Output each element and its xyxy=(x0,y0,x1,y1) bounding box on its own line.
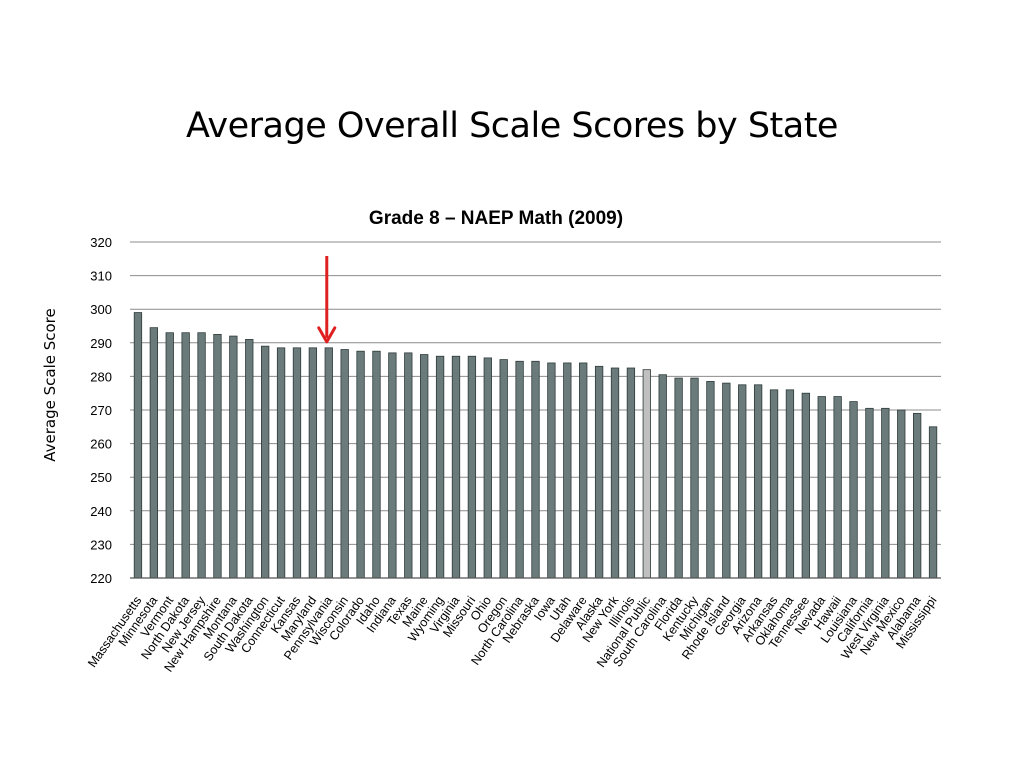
bar xyxy=(372,350,381,579)
bar xyxy=(356,350,365,579)
chart-title: Grade 8 – NAEP Math (2009) xyxy=(369,208,623,229)
bar xyxy=(149,327,159,579)
arrow-head xyxy=(317,326,337,344)
bar xyxy=(753,384,763,579)
bar xyxy=(531,360,540,579)
bar xyxy=(133,312,143,579)
bar xyxy=(213,333,222,579)
y-tick-label: 320 xyxy=(90,235,112,250)
slide-title: Average Overall Scale Scores by State xyxy=(186,106,838,146)
bar xyxy=(229,335,238,579)
bar xyxy=(515,360,524,579)
bar xyxy=(674,377,683,579)
bar xyxy=(865,407,874,579)
bar xyxy=(467,355,477,579)
bar xyxy=(308,347,318,579)
y-tick-label: 300 xyxy=(90,302,112,317)
bar xyxy=(722,382,731,579)
y-tick-label: 280 xyxy=(90,369,112,384)
bar xyxy=(928,426,938,579)
annotation-arrow xyxy=(317,256,337,344)
bar xyxy=(388,352,397,579)
bar xyxy=(499,359,508,579)
y-axis-label: Average Scale Score xyxy=(41,308,59,462)
bar xyxy=(769,389,779,579)
y-tick-label: 240 xyxy=(90,504,112,519)
bar xyxy=(261,345,270,579)
bar xyxy=(292,347,302,579)
bar xyxy=(897,409,906,579)
bar xyxy=(435,355,445,579)
y-axis-ticks: 220 230 240 250 260 270 280 290 300 310 320 xyxy=(90,235,112,586)
bar xyxy=(706,381,715,579)
bar xyxy=(404,352,413,579)
bar xyxy=(690,377,699,579)
y-tick-label: 260 xyxy=(90,437,112,452)
bar xyxy=(801,392,810,579)
bar xyxy=(276,347,286,579)
bar xyxy=(547,362,556,579)
bar xyxy=(197,332,206,579)
bar xyxy=(626,367,636,579)
bar xyxy=(483,357,492,579)
y-tick-label: 270 xyxy=(90,403,112,418)
bar xyxy=(849,401,858,579)
y-tick-label: 250 xyxy=(90,470,112,485)
bar xyxy=(642,369,651,579)
bar xyxy=(181,332,190,579)
bar xyxy=(658,374,667,579)
bar xyxy=(563,362,572,579)
bar xyxy=(785,389,795,579)
bar xyxy=(738,384,747,579)
bar xyxy=(881,407,890,579)
y-tick-label: 220 xyxy=(90,571,112,586)
y-tick-label: 290 xyxy=(90,336,112,351)
bar xyxy=(420,354,429,579)
bar xyxy=(912,412,922,579)
y-tick-label: 310 xyxy=(90,269,112,284)
bar xyxy=(165,332,174,579)
bar xyxy=(610,367,620,579)
bar xyxy=(817,396,826,579)
bar xyxy=(579,362,588,579)
bar xyxy=(594,365,604,579)
bar xyxy=(340,349,349,579)
bar xyxy=(324,347,333,579)
y-tick-label: 230 xyxy=(90,537,112,552)
bar xyxy=(245,339,254,579)
bar xyxy=(833,396,842,579)
bars xyxy=(133,312,938,579)
bar xyxy=(451,355,461,579)
